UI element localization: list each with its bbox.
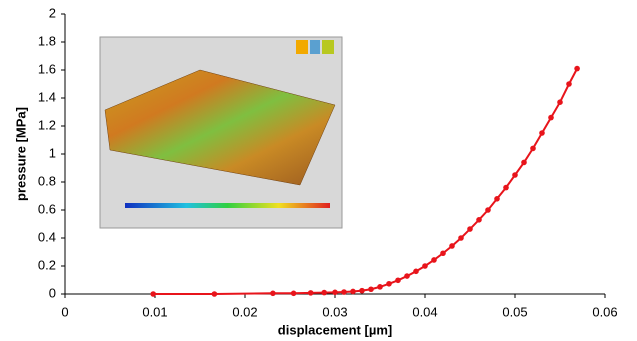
y-axis-title: pressure [MPa]: [13, 107, 28, 201]
y-tick-label: 1.4: [38, 89, 56, 104]
point: [150, 291, 156, 297]
point: [341, 289, 347, 295]
point: [458, 235, 464, 241]
point: [386, 281, 392, 287]
point: [557, 99, 563, 105]
x-tick-label: 0.04: [412, 304, 437, 319]
point: [548, 115, 554, 121]
point: [566, 81, 572, 87]
point: [291, 291, 297, 297]
point: [530, 146, 536, 152]
y-tick-label: 1.2: [38, 117, 56, 132]
point: [503, 185, 509, 191]
point: [413, 269, 419, 275]
point: [431, 257, 437, 263]
y-tick-label: 1: [49, 145, 56, 160]
y-tick-label: 0.4: [38, 229, 56, 244]
point: [422, 263, 428, 269]
point: [404, 273, 410, 279]
x-tick-label: 0.02: [232, 304, 257, 319]
point: [512, 172, 518, 178]
y-tick-label: 2: [49, 5, 56, 20]
y-tick-label: 0.2: [38, 257, 56, 272]
point: [521, 160, 527, 166]
point: [359, 288, 365, 294]
point: [467, 226, 473, 232]
x-tick-label: 0: [61, 304, 68, 319]
x-tick-label: 0.05: [502, 304, 527, 319]
y-tick-label: 0.6: [38, 201, 56, 216]
x-tick-label: 0.03: [322, 304, 347, 319]
point: [368, 286, 374, 292]
point: [308, 290, 314, 296]
point: [270, 291, 276, 297]
point: [377, 284, 383, 290]
point: [321, 290, 327, 296]
x-axis-title: displacement [µm]: [278, 322, 392, 337]
point: [332, 290, 338, 296]
point: [574, 66, 580, 72]
inset-image: [100, 37, 342, 228]
point: [440, 250, 446, 256]
point: [476, 217, 482, 223]
point: [485, 207, 491, 213]
y-tick-label: 1.6: [38, 61, 56, 76]
point: [350, 289, 356, 295]
y-tick-label: 1.8: [38, 33, 56, 48]
point: [449, 243, 455, 249]
point: [539, 130, 545, 136]
point: [395, 277, 401, 283]
y-tick-label: 0: [49, 285, 56, 300]
point: [494, 196, 500, 202]
x-tick-label: 0.06: [592, 304, 617, 319]
chart: displacement [µm] pressure [MPa] 0 0.2 0.4…: [0, 0, 637, 341]
y-tick-label: 0.8: [38, 173, 56, 188]
x-tick-label: 0.01: [142, 304, 167, 319]
point: [212, 291, 218, 297]
